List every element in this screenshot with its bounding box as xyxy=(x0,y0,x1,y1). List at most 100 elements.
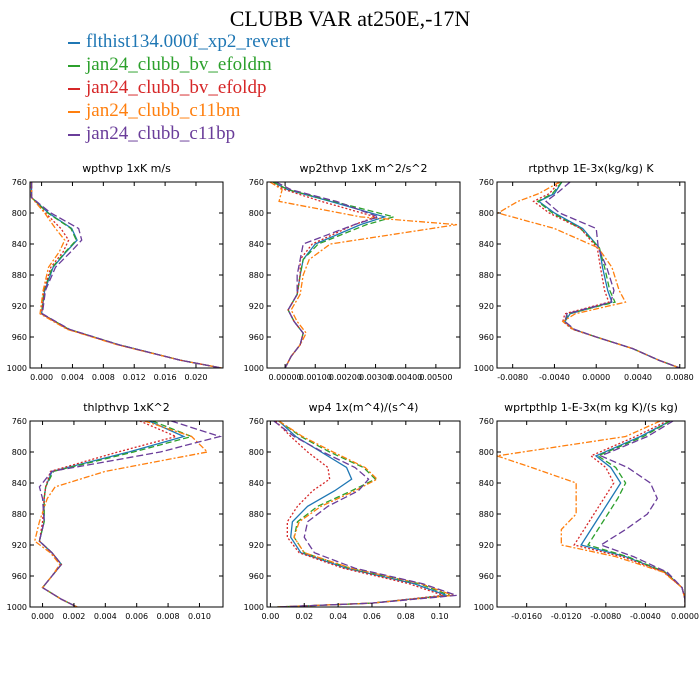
chart-panel: rtpthvp 1E-3x(kg/kg) K 760 800 840 880 920 960… xyxy=(474,162,694,382)
plot-frame xyxy=(496,420,686,608)
series-line xyxy=(573,421,685,607)
y-tick-label: 760 xyxy=(249,178,264,187)
x-tick-label: 0.000 xyxy=(30,373,53,382)
series-line xyxy=(38,421,194,607)
series-line xyxy=(269,182,458,368)
y-tick-label: 880 xyxy=(479,271,494,280)
series-line xyxy=(30,182,222,368)
series-line xyxy=(497,182,681,368)
y-tick-label: 1000 xyxy=(474,364,494,373)
y-tick-label: 960 xyxy=(249,333,264,342)
x-tick-label: -0.0040 xyxy=(630,612,661,621)
x-tick-label: 0.00000 xyxy=(269,373,302,382)
x-tick-label: -0.0120 xyxy=(551,612,582,621)
series-line xyxy=(277,421,447,607)
y-tick-label: 920 xyxy=(479,302,494,311)
legend-swatch xyxy=(68,64,80,67)
y-tick-label: 920 xyxy=(249,302,264,311)
series-line xyxy=(536,182,681,368)
series-line xyxy=(580,421,685,607)
y-tick-label: 960 xyxy=(249,572,264,581)
legend-item: flthist134.000f_xp2_revert xyxy=(68,30,290,53)
x-tick-label: 0.0000 xyxy=(671,612,699,621)
y-tick-label: 840 xyxy=(12,479,27,488)
legend: flthist134.000f_xp2_revert jan24_clubb_b… xyxy=(68,30,290,145)
chart-panel: wprtpthlp 1-E-3x(m kg K)/(s kg) 760 800 840… xyxy=(474,401,699,621)
legend-item: jan24_clubb_bv_efoldm xyxy=(68,53,290,76)
y-tick-label: 880 xyxy=(249,271,264,280)
y-tick-label: 760 xyxy=(249,417,264,426)
y-tick-label: 1000 xyxy=(7,364,27,373)
y-tick-label: 760 xyxy=(479,417,494,426)
x-tick-label: 0.0000 xyxy=(582,373,610,382)
y-tick-label: 800 xyxy=(249,209,264,218)
series-line xyxy=(30,182,222,368)
panel-title: wpthvp 1xK m/s xyxy=(82,162,171,175)
x-tick-label: 0.0040 xyxy=(624,373,652,382)
x-tick-label: 0.00300 xyxy=(359,373,392,382)
x-tick-label: 0.016 xyxy=(154,373,177,382)
chart-panel: wp4 1x(m^4)/(s^4)76080084088092096010000… xyxy=(244,401,461,621)
x-tick-label: 0.06 xyxy=(363,612,381,621)
y-tick-label: 880 xyxy=(249,510,264,519)
legend-swatch xyxy=(68,41,80,44)
series-line xyxy=(30,182,222,368)
series-line xyxy=(587,421,685,607)
y-tick-label: 960 xyxy=(479,333,494,342)
y-tick-label: 920 xyxy=(12,302,27,311)
legend-label: jan24_clubb_bv_efoldp xyxy=(86,77,267,98)
y-tick-label: 760 xyxy=(12,178,27,187)
series-line xyxy=(537,182,681,368)
x-tick-label: 0.0080 xyxy=(666,373,694,382)
legend-item: jan24_clubb_bv_efoldp xyxy=(68,76,290,99)
x-tick-label: -0.0160 xyxy=(511,612,542,621)
page-title: CLUBB VAR at250E,-17N xyxy=(229,6,471,31)
y-tick-label: 1000 xyxy=(7,603,27,612)
panel-title: wp2thvp 1xK m^2/s^2 xyxy=(299,162,427,175)
x-tick-label: 0.00400 xyxy=(389,373,422,382)
series-line xyxy=(277,421,451,607)
series-line xyxy=(38,421,186,607)
x-tick-label: 0.012 xyxy=(123,373,146,382)
x-tick-label: 0.020 xyxy=(185,373,208,382)
y-tick-label: 880 xyxy=(12,510,27,519)
plot-frame xyxy=(266,181,461,369)
x-tick-label: 0.00 xyxy=(261,612,279,621)
plot-frame xyxy=(266,420,461,608)
y-tick-label: 920 xyxy=(12,541,27,550)
y-tick-label: 760 xyxy=(12,417,27,426)
series-line xyxy=(30,182,222,368)
y-tick-label: 840 xyxy=(479,479,494,488)
x-tick-label: 0.00500 xyxy=(419,373,452,382)
chart-panel: thlpthvp 1xK^2 760 800 840 880 920 960 1000 0.00… xyxy=(7,401,224,621)
y-tick-label: 960 xyxy=(12,333,27,342)
plot-frame xyxy=(29,181,224,369)
series-line xyxy=(275,182,381,368)
y-tick-label: 920 xyxy=(249,541,264,550)
series-line xyxy=(545,182,681,368)
plot-frame xyxy=(29,420,224,608)
series-line xyxy=(599,421,685,607)
legend-item: jan24_clubb_c11bp xyxy=(68,122,290,145)
series-line xyxy=(274,421,444,607)
x-tick-label: -0.0080 xyxy=(497,373,528,382)
series-line xyxy=(272,182,397,368)
y-tick-label: 1000 xyxy=(244,364,264,373)
y-tick-label: 880 xyxy=(12,271,27,280)
y-tick-label: 1000 xyxy=(244,603,264,612)
panel-title: wp4 1x(m^4)/(s^4) xyxy=(309,401,419,414)
x-tick-label: -0.0080 xyxy=(590,612,621,621)
y-tick-label: 840 xyxy=(12,240,27,249)
x-tick-label: 0.000 xyxy=(31,612,54,621)
y-tick-label: 800 xyxy=(479,209,494,218)
y-tick-label: 960 xyxy=(479,572,494,581)
legend-swatch xyxy=(68,110,80,113)
x-tick-label: 0.02 xyxy=(295,612,313,621)
y-tick-label: 1000 xyxy=(474,603,494,612)
panel-title: wprtpthlp 1-E-3x(m kg K)/(s kg) xyxy=(504,401,678,414)
x-tick-label: 0.002 xyxy=(62,612,85,621)
x-tick-label: 0.04 xyxy=(329,612,347,621)
y-tick-label: 800 xyxy=(479,448,494,457)
